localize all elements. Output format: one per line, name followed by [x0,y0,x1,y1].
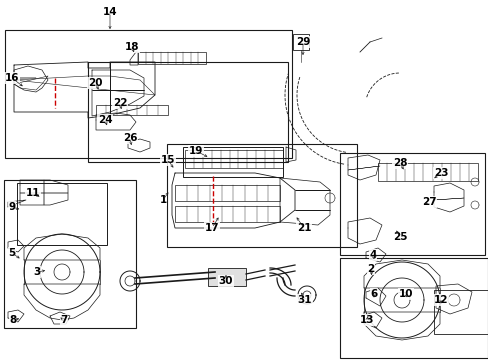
Text: 7: 7 [60,315,67,325]
Bar [339,153,484,255]
Bar [5,30,291,158]
Text: 4: 4 [368,250,376,260]
Text: 8: 8 [9,315,17,325]
Text: 11: 11 [26,188,40,198]
Bar [184,150,283,168]
Bar [207,268,245,286]
Text: 24: 24 [98,115,112,125]
Text: 3: 3 [33,267,41,277]
Bar [175,206,280,222]
Text: 6: 6 [369,289,377,299]
Bar [96,105,168,115]
Text: 2: 2 [366,264,374,274]
Text: 21: 21 [296,223,311,233]
Text: 28: 28 [392,158,407,168]
Text: 15: 15 [161,155,175,165]
Text: 20: 20 [87,78,102,88]
Text: 12: 12 [433,295,447,305]
Text: 16: 16 [5,73,19,83]
Text: 14: 14 [102,7,117,17]
Text: 19: 19 [188,146,203,156]
Text: 26: 26 [122,133,137,143]
Text: 9: 9 [8,202,16,212]
Text: 31: 31 [297,295,312,305]
Bar [433,290,487,334]
Text: 13: 13 [359,315,373,325]
Bar [183,147,283,177]
Text: 10: 10 [398,289,412,299]
Text: 17: 17 [204,223,219,233]
Text: 18: 18 [124,42,139,52]
Text: 27: 27 [421,197,435,207]
Bar [175,185,280,201]
Bar [339,258,487,358]
Bar [4,180,136,328]
Text: 23: 23 [433,168,447,178]
Bar [17,183,107,245]
Text: 29: 29 [295,37,309,47]
Text: 22: 22 [113,98,127,108]
Bar [88,62,287,162]
Bar [167,144,356,247]
Text: 5: 5 [8,248,16,258]
Text: 1: 1 [159,195,166,205]
Bar [138,52,205,64]
Bar [377,163,477,181]
Text: 25: 25 [392,232,407,242]
Bar [292,34,308,50]
Text: 30: 30 [218,276,233,286]
